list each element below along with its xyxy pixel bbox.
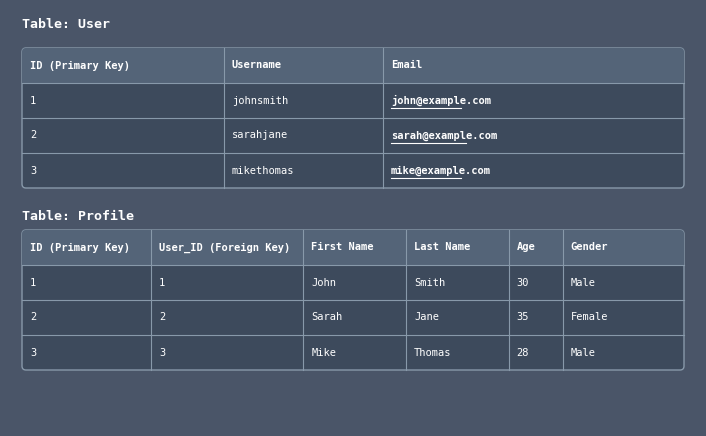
FancyBboxPatch shape — [22, 48, 684, 83]
Text: john@example.com: john@example.com — [391, 95, 491, 106]
Text: Age: Age — [517, 242, 535, 252]
Text: 30: 30 — [517, 277, 529, 287]
Text: mike@example.com: mike@example.com — [391, 165, 491, 176]
Text: First Name: First Name — [311, 242, 374, 252]
Text: sarahjane: sarahjane — [232, 130, 288, 140]
Text: Table: Profile: Table: Profile — [22, 210, 134, 223]
Text: Last Name: Last Name — [414, 242, 470, 252]
Text: Email: Email — [391, 61, 422, 71]
Text: 1: 1 — [30, 277, 36, 287]
Text: 28: 28 — [517, 347, 529, 358]
Text: Sarah: Sarah — [311, 313, 342, 323]
FancyBboxPatch shape — [22, 48, 684, 188]
Text: Jane: Jane — [414, 313, 439, 323]
Text: Female: Female — [571, 313, 609, 323]
Text: Gender: Gender — [571, 242, 609, 252]
Text: 35: 35 — [517, 313, 529, 323]
Text: John: John — [311, 277, 336, 287]
Text: 1: 1 — [159, 277, 165, 287]
Text: Male: Male — [571, 277, 596, 287]
Text: Table: User: Table: User — [22, 18, 110, 31]
Text: johnsmith: johnsmith — [232, 95, 288, 106]
Text: 3: 3 — [159, 347, 165, 358]
Text: 2: 2 — [30, 313, 36, 323]
Bar — [22, 65, 684, 83]
Text: 3: 3 — [30, 166, 36, 176]
Text: sarah@example.com: sarah@example.com — [391, 130, 497, 140]
Text: 1: 1 — [30, 95, 36, 106]
FancyBboxPatch shape — [22, 230, 684, 370]
Text: 2: 2 — [159, 313, 165, 323]
Text: 3: 3 — [30, 347, 36, 358]
Text: 2: 2 — [30, 130, 36, 140]
Text: Username: Username — [232, 61, 282, 71]
FancyBboxPatch shape — [22, 230, 684, 265]
Text: Thomas: Thomas — [414, 347, 451, 358]
Text: User_ID (Foreign Key): User_ID (Foreign Key) — [159, 242, 290, 252]
Bar — [22, 248, 684, 265]
Text: ID (Primary Key): ID (Primary Key) — [30, 242, 130, 252]
Text: mikethomas: mikethomas — [232, 166, 294, 176]
Text: ID (Primary Key): ID (Primary Key) — [30, 61, 130, 71]
Text: Male: Male — [571, 347, 596, 358]
Text: Smith: Smith — [414, 277, 445, 287]
Text: Mike: Mike — [311, 347, 336, 358]
